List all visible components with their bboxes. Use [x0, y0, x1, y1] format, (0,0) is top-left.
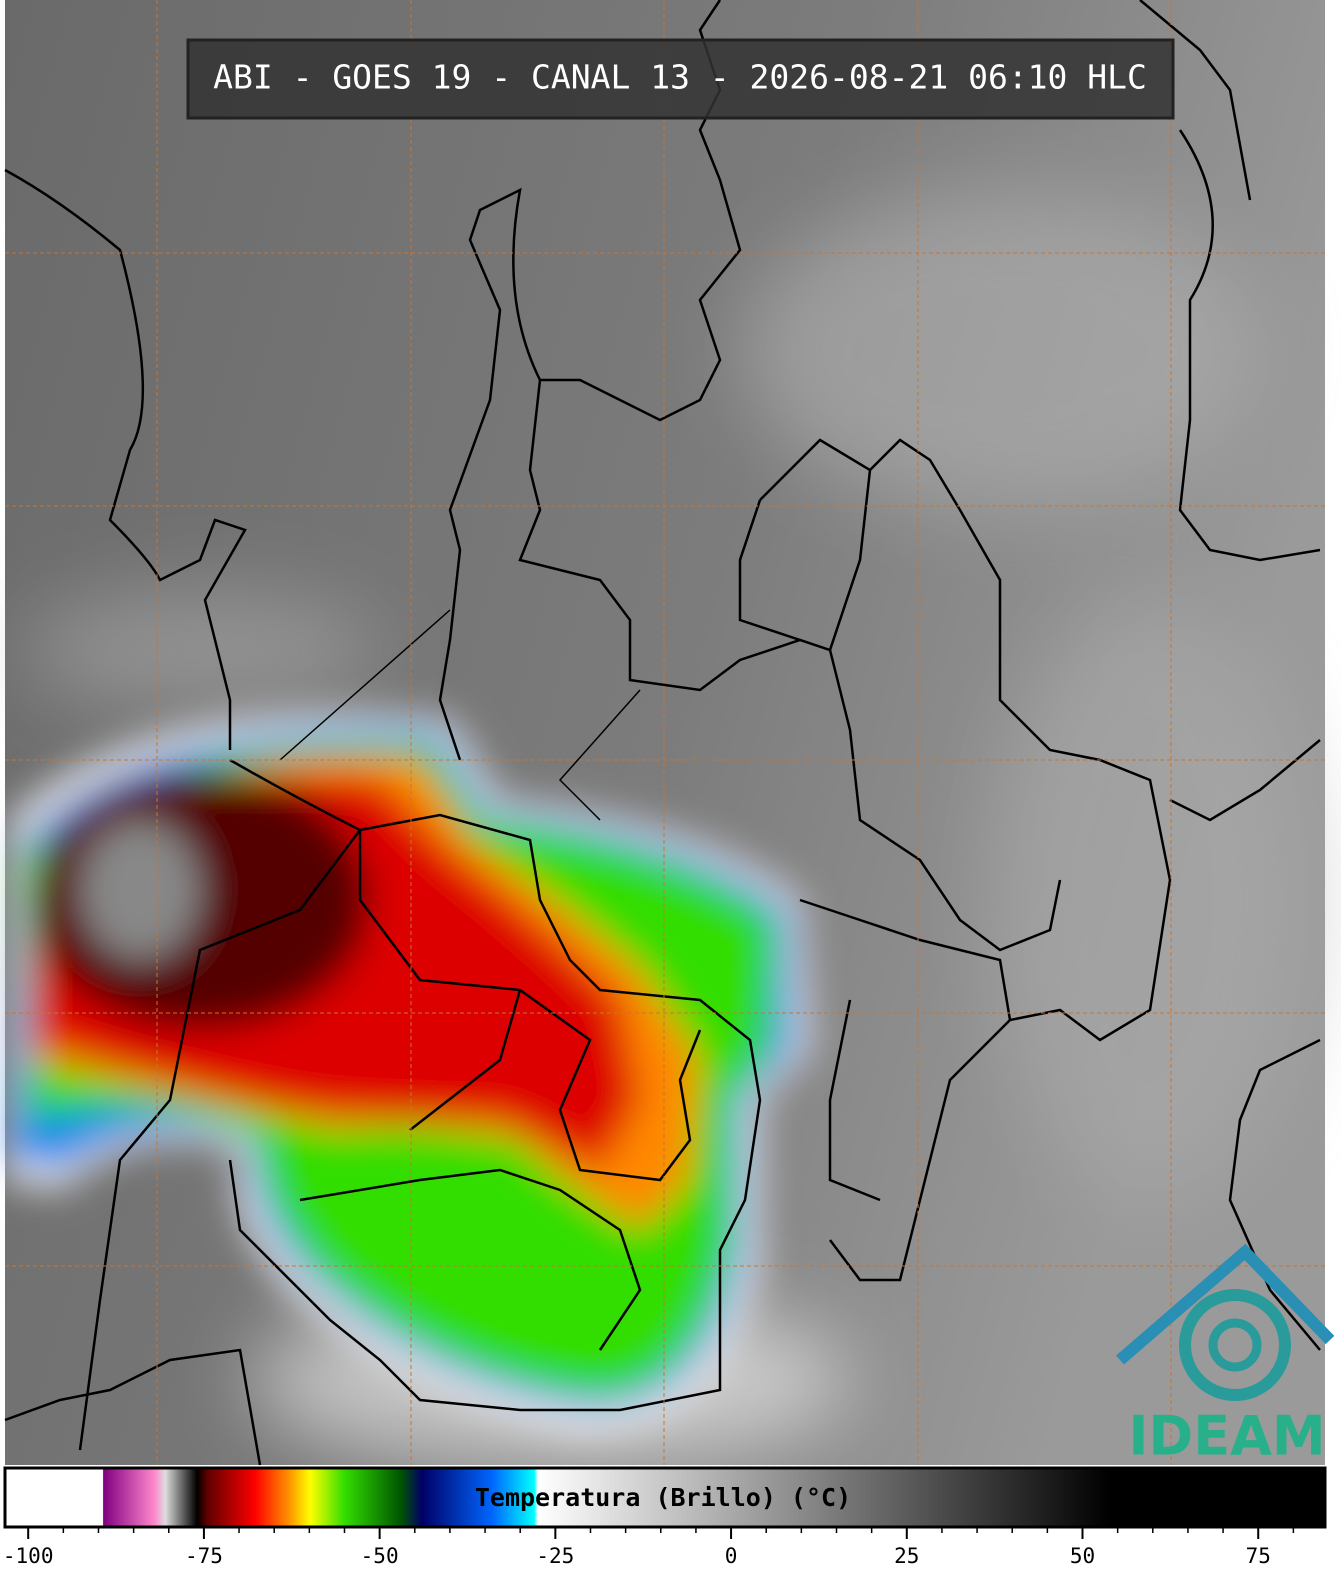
tick-label: -100: [3, 1544, 54, 1568]
colorbar-gradient: [3, 1466, 1327, 1529]
logo-text: IDEAM: [1128, 1405, 1325, 1468]
colorbar-label: Temperatura (Brillo) (°C): [475, 1483, 851, 1512]
tick-label: 50: [1070, 1544, 1095, 1568]
tick-label: 0: [725, 1544, 738, 1568]
logo: IDEAM: [1116, 1243, 1335, 1468]
map-title: ABI - GOES 19 - CANAL 13 - 2026-08-21 06…: [213, 58, 1147, 97]
title-box: ABI - GOES 19 - CANAL 13 - 2026-08-21 06…: [186, 38, 1175, 120]
tick-label: -50: [361, 1544, 399, 1568]
satellite-map: ABI - GOES 19 - CANAL 13 - 2026-08-21 06…: [4, 0, 1335, 1470]
tick-label: 25: [894, 1544, 919, 1568]
graticule: [5, 0, 1325, 1465]
tick-label: -75: [185, 1544, 223, 1568]
borders: [4, 0, 1321, 1466]
tick-label: -25: [536, 1544, 574, 1568]
tick-label: 75: [1246, 1544, 1271, 1568]
colorbar: Temperatura (Brillo) (°C) -100 -75 -50 -25 0…: [3, 1466, 1327, 1568]
